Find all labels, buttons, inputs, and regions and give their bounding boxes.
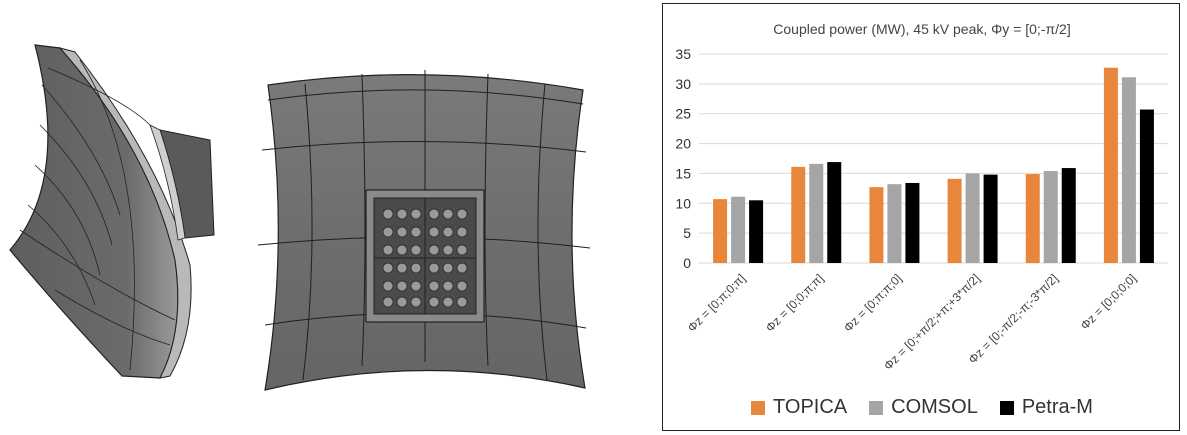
bar-petra-m-5 bbox=[1139, 109, 1154, 263]
y-tick-label-20: 20 bbox=[675, 136, 691, 152]
antenna-front-view bbox=[257, 69, 591, 391]
legend-label-petra-m: Petra-M bbox=[1021, 396, 1093, 418]
y-tick-label-25: 25 bbox=[675, 106, 691, 122]
antenna-3d-figure bbox=[9, 44, 591, 391]
bar-comsol-2 bbox=[887, 184, 902, 263]
y-tick-label-15: 15 bbox=[675, 165, 691, 181]
bar-petra-m-4 bbox=[1061, 168, 1076, 263]
legend-label-comsol: COMSOL bbox=[891, 396, 978, 418]
x-category-label-1: Φz = [0;0;π;π] bbox=[763, 271, 827, 335]
bar-comsol-3 bbox=[965, 173, 980, 263]
legend-swatch-comsol bbox=[869, 400, 884, 415]
x-category-label-2: Φz = [0;π;π;0] bbox=[841, 271, 905, 335]
legend-item-topica: TOPICA bbox=[751, 396, 847, 419]
bar-comsol-1 bbox=[809, 163, 824, 263]
bar-topica-0 bbox=[713, 199, 728, 263]
bar-comsol-5 bbox=[1121, 77, 1136, 263]
x-category-label-5: Φz = [0;0;0;0] bbox=[1078, 271, 1139, 332]
bar-petra-m-0 bbox=[749, 200, 764, 263]
y-tick-label-35: 35 bbox=[675, 46, 691, 62]
legend-swatch-topica bbox=[751, 400, 766, 415]
y-tick-label-5: 5 bbox=[683, 225, 691, 241]
bar-comsol-4 bbox=[1043, 171, 1058, 263]
bar-topica-1 bbox=[791, 166, 806, 263]
legend-swatch-petra-m bbox=[999, 400, 1014, 415]
bar-topica-3 bbox=[947, 178, 962, 263]
bar-topica-5 bbox=[1103, 67, 1118, 263]
bar-comsol-0 bbox=[731, 196, 746, 263]
x-category-label-4: Φz = [0;-π/2;-π;-3*π/2] bbox=[966, 271, 1061, 366]
y-tick-label-10: 10 bbox=[675, 195, 691, 211]
legend-label-topica: TOPICA bbox=[773, 396, 848, 418]
y-tick-label-0: 0 bbox=[683, 255, 691, 271]
bar-petra-m-2 bbox=[905, 182, 920, 263]
legend-item-comsol: COMSOL bbox=[869, 396, 978, 419]
chart-legend: TOPICA COMSOL Petra-M bbox=[663, 396, 1181, 419]
y-tick-label-30: 30 bbox=[675, 76, 691, 92]
bar-topica-2 bbox=[869, 187, 884, 263]
bar-petra-m-3 bbox=[983, 174, 998, 263]
bar-topica-4 bbox=[1025, 174, 1040, 263]
bar-petra-m-1 bbox=[827, 162, 842, 263]
bar-chart: 0 5 10 15 20 25 30 35 Φz = [0;π;0;π] Φz = [0;0;π;… bbox=[675, 46, 1168, 373]
chart-title: Coupled power (MW), 45 kV peak, Φy = [0;… bbox=[773, 21, 1071, 37]
x-category-label-0: Φz = [0;π;0;π] bbox=[685, 271, 749, 335]
chart-panel: 0 5 10 15 20 25 30 35 Φz = [0;π;0;π] Φz = [0;0;π;… bbox=[662, 3, 1180, 431]
antenna-side-view bbox=[9, 44, 215, 379]
legend-item-petra-m: Petra-M bbox=[999, 396, 1093, 419]
